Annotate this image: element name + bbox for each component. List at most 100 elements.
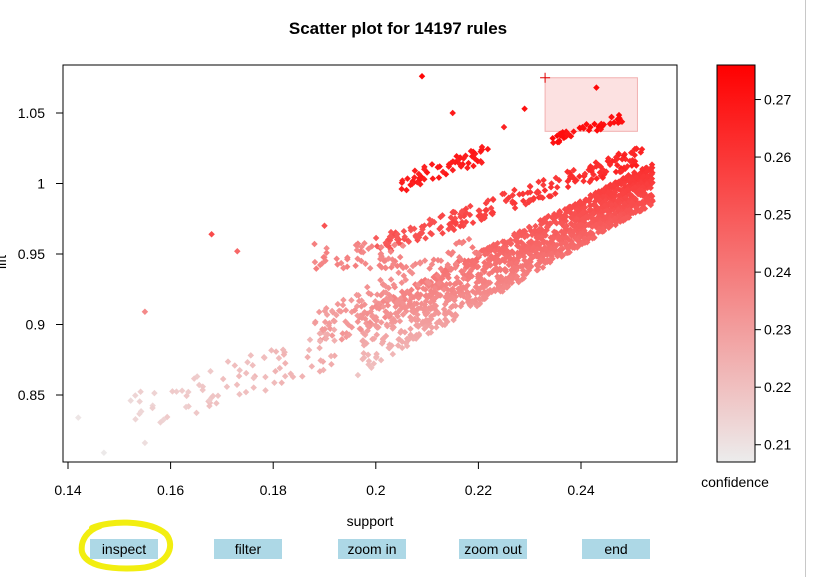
data-point	[618, 156, 626, 163]
data-point	[637, 207, 645, 215]
data-point	[486, 246, 493, 254]
data-point	[359, 248, 367, 256]
y-tick-label: 0.85	[18, 387, 45, 403]
data-point	[382, 264, 390, 272]
data-point	[621, 182, 628, 189]
data-point	[278, 379, 285, 387]
data-point	[606, 161, 614, 169]
data-point	[581, 170, 589, 178]
data-point	[414, 281, 422, 288]
data-point	[404, 175, 411, 182]
data-point	[364, 322, 372, 330]
y-tick-label: 0.9	[26, 317, 46, 333]
data-point	[373, 331, 381, 339]
data-point	[465, 235, 473, 243]
data-point	[593, 175, 600, 182]
data-point	[505, 194, 513, 202]
data-point	[339, 330, 346, 337]
data-point	[554, 251, 562, 258]
data-point	[607, 202, 615, 209]
data-point	[353, 242, 361, 250]
data-point	[520, 274, 528, 282]
data-point	[594, 205, 602, 213]
zoom-in-button[interactable]: zoom in	[338, 539, 406, 559]
data-point	[576, 173, 583, 180]
data-point	[423, 292, 430, 299]
colorbar-tick-label: 0.23	[764, 322, 791, 338]
data-point	[495, 283, 503, 291]
filter-button[interactable]: filter	[214, 539, 282, 559]
inspect-button[interactable]: inspect	[90, 539, 158, 559]
data-point	[421, 257, 429, 264]
data-point	[570, 166, 577, 174]
data-point	[457, 154, 464, 162]
data-point	[564, 249, 572, 257]
data-point	[321, 222, 328, 230]
data-point	[521, 227, 528, 235]
data-point	[471, 259, 478, 267]
data-point	[151, 389, 158, 397]
data-point	[458, 208, 466, 215]
data-point	[519, 190, 527, 198]
data-point	[449, 249, 457, 256]
data-point	[416, 176, 424, 183]
data-point	[333, 255, 340, 262]
data-point	[410, 293, 418, 301]
data-point	[603, 207, 611, 214]
data-point	[470, 162, 477, 170]
data-point	[427, 299, 434, 306]
data-point	[577, 221, 584, 229]
data-point	[313, 265, 320, 272]
data-point	[632, 195, 639, 203]
data-point	[558, 220, 565, 228]
data-point	[137, 388, 144, 396]
data-point	[645, 196, 652, 203]
colorbar-tick-label: 0.24	[764, 264, 791, 280]
data-point	[311, 240, 318, 248]
data-point	[500, 245, 508, 252]
data-point	[387, 276, 395, 283]
data-point	[361, 240, 368, 247]
data-point	[365, 289, 372, 297]
data-point	[574, 206, 581, 214]
data-point	[382, 332, 390, 340]
data-point	[414, 311, 421, 318]
data-point	[474, 251, 482, 258]
data-point	[648, 171, 655, 178]
data-point	[394, 313, 401, 320]
data-point	[632, 209, 639, 216]
data-point	[485, 260, 493, 267]
data-point	[569, 244, 576, 251]
data-point	[584, 221, 592, 229]
data-point	[435, 292, 443, 299]
data-point	[372, 234, 380, 242]
x-tick-label: 0.14	[54, 482, 81, 498]
data-point	[462, 218, 470, 226]
data-point	[511, 186, 518, 194]
data-point	[577, 200, 585, 208]
data-point	[522, 201, 530, 208]
data-point	[206, 396, 213, 404]
chart-title: Scatter plot for 14197 rules	[289, 19, 507, 38]
data-point	[429, 175, 437, 182]
data-point	[390, 281, 398, 289]
data-point	[526, 183, 534, 190]
data-point	[397, 329, 404, 336]
data-point	[498, 276, 506, 283]
data-point	[459, 300, 466, 307]
zoom-out-button[interactable]: zoom out	[459, 539, 527, 559]
data-point	[322, 257, 329, 264]
data-point	[567, 214, 575, 221]
end-button[interactable]: end	[582, 539, 650, 559]
data-point	[472, 295, 480, 303]
data-point	[127, 397, 134, 404]
data-point	[542, 246, 550, 254]
data-point	[385, 344, 392, 352]
data-point	[305, 346, 313, 354]
data-point	[367, 308, 375, 315]
data-point	[545, 193, 553, 200]
data-point	[415, 170, 423, 178]
data-point	[593, 215, 600, 223]
data-point	[465, 159, 472, 167]
data-point	[561, 205, 569, 213]
